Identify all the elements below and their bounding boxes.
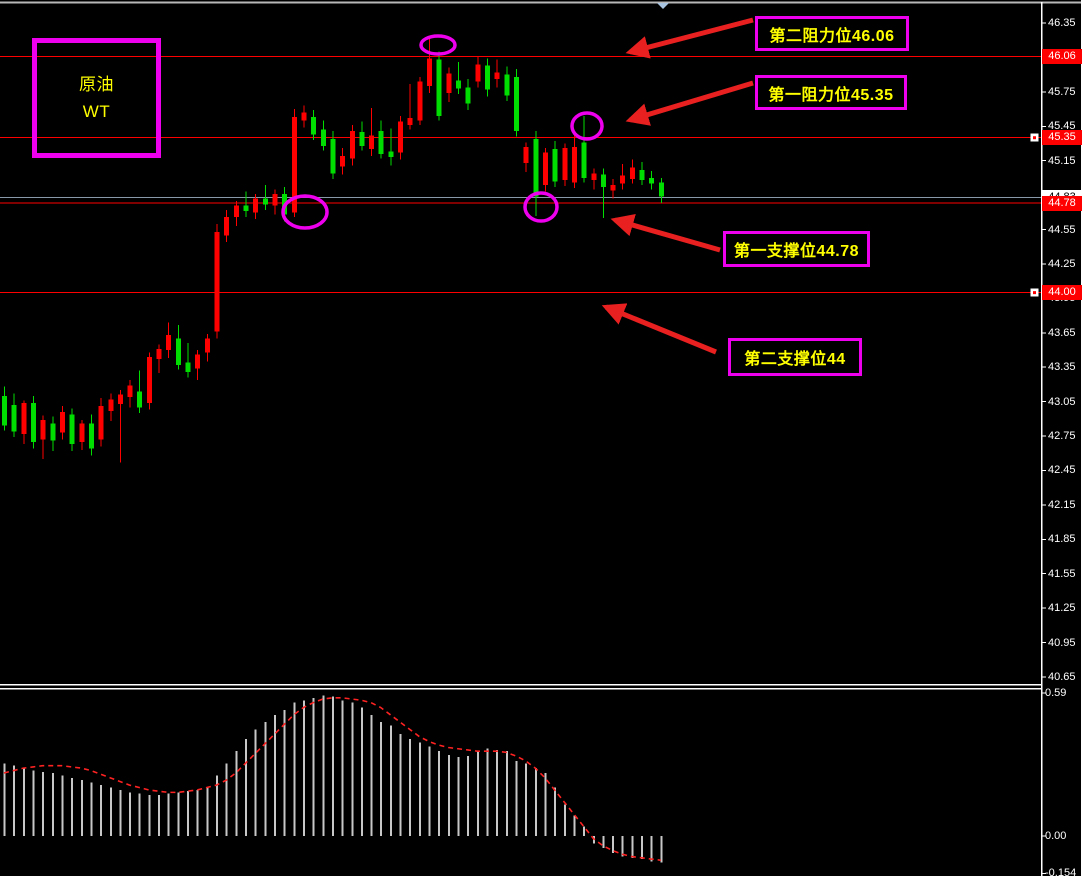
- annotation-arrow: [625, 17, 754, 59]
- annotation-text: 第一支撑位44.78: [733, 243, 860, 260]
- annotation-text: 第一阻力位45.35: [768, 86, 894, 104]
- instrument-label-box: 原油 WT: [32, 38, 161, 158]
- annotation-support1-label: 第一支撑位44.78: [723, 231, 870, 267]
- scroll-position-triangle-marker[interactable]: [657, 3, 669, 9]
- annotation-arrow: [625, 80, 754, 126]
- annotation-highlight-circle: [523, 191, 559, 223]
- annotation-arrow: [610, 213, 721, 253]
- annotation-text: 第二阻力位46.06: [769, 27, 895, 45]
- annotation-highlight-circle: [281, 194, 329, 230]
- annotation-highlight-circle: [419, 34, 457, 56]
- annotation-arrow: [601, 303, 717, 355]
- annotation-resistance2-label: 第二阻力位46.06: [755, 16, 909, 51]
- instrument-name: 原油: [79, 75, 114, 94]
- annotation-support2-label: 第二支撑位44: [728, 338, 862, 376]
- annotation-resistance1-label: 第一阻力位45.35: [755, 75, 907, 110]
- instrument-symbol: WT: [82, 102, 111, 121]
- annotation-text: 第二支撑位44: [744, 351, 846, 368]
- annotation-highlight-circle: [570, 111, 604, 141]
